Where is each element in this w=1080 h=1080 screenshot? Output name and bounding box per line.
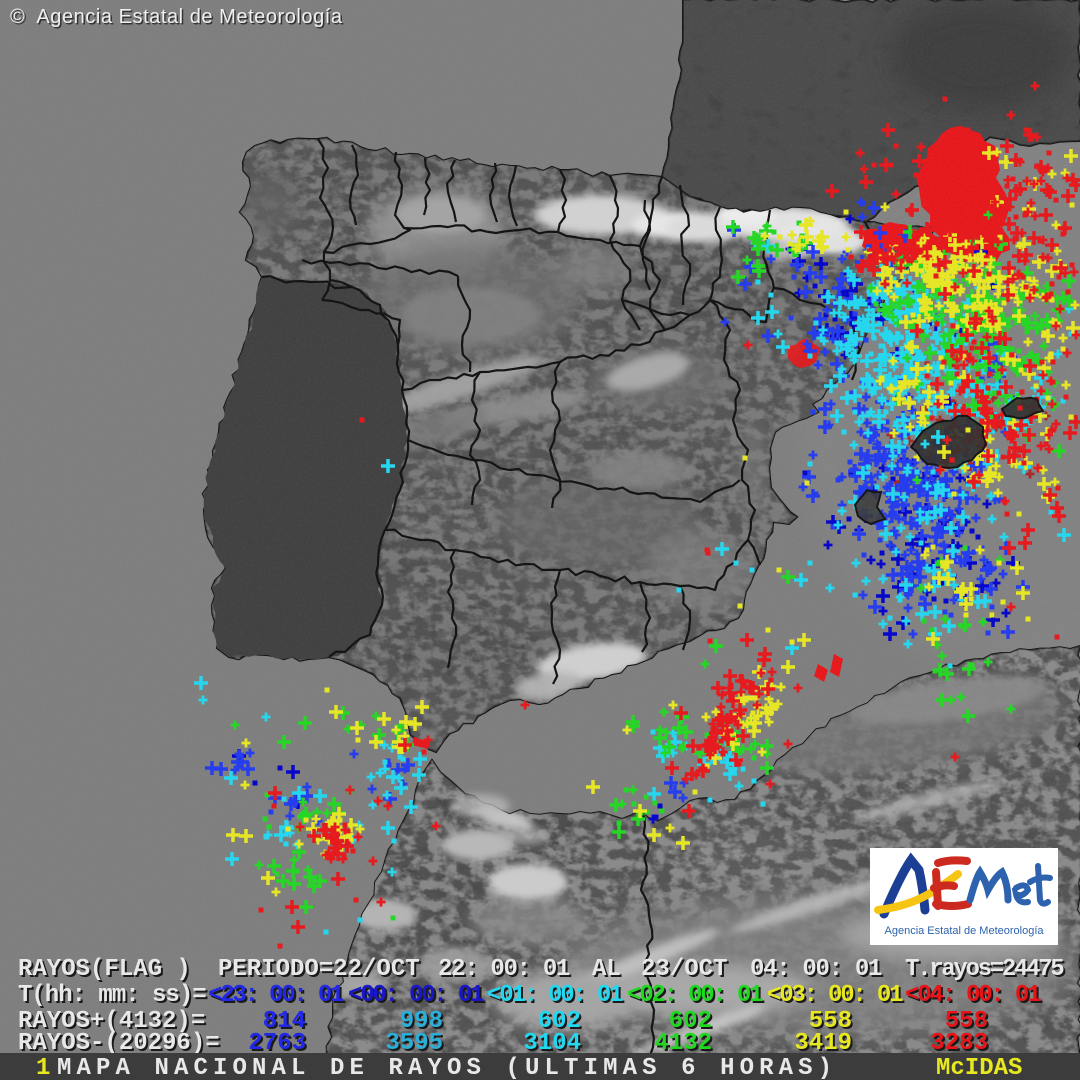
svg-text:Agencia Estatal de Meteorologí: Agencia Estatal de Meteorología: [885, 925, 1045, 937]
